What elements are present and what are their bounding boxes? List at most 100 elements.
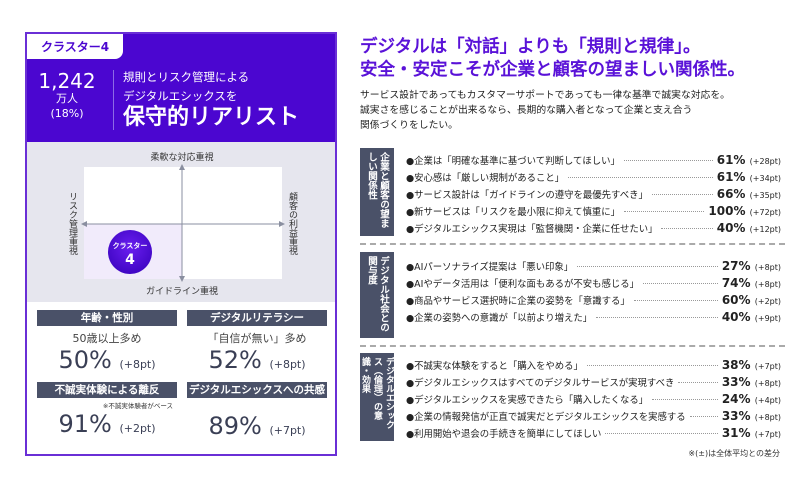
item-pct: 100% <box>708 204 746 218</box>
arrow-left-icon <box>81 221 87 227</box>
item-diff: (+9pt) <box>754 314 781 323</box>
cluster-card: クラスター4 1,242 万人 (18%) 規則とリスク管理による デジタルエシ… <box>25 32 337 456</box>
stat-diff: (+2pt) <box>119 422 156 435</box>
item-text: ●安心感は「厳しい規制があること」 <box>406 173 565 184</box>
dot-leader <box>623 211 705 212</box>
stat-number: 50% <box>58 346 112 374</box>
stat-age-gender: 年齢・性別 50歳以上多め 50% (+8pt) <box>37 310 177 379</box>
stats-grid: 年齢・性別 50歳以上多め 50% (+8pt) デジタルリテラシー 「自信が無… <box>27 302 335 454</box>
detail-panel: デジタルは「対話」よりも「規則と規律」。 安全・安定こそが企業と顧客の望ましい関… <box>360 36 790 133</box>
stat-value: 50% (+8pt) <box>37 346 177 379</box>
item-text: ●サービス設計は「ガイドラインの遵守を最優先すべき」 <box>406 190 648 201</box>
cluster-tag: クラスター4 <box>27 34 123 59</box>
item-text: ●企業の姿勢への意識が「以前より増えた」 <box>406 313 593 324</box>
cluster-title: 保守的リアリスト <box>123 105 300 130</box>
section-label: デジタル社会との関与度 <box>360 252 394 338</box>
item-text: ●企業は「明確な基準に基づいて判断してほしい」 <box>406 156 620 167</box>
item-text: ●デジタルエシックスを実感できたら「購入したくなる」 <box>406 395 649 406</box>
arrow-down-icon <box>179 276 185 282</box>
item-pct: 74% <box>721 276 751 290</box>
section-label: デジタルエシックス（倫理）の意識・効果 <box>360 353 394 441</box>
arrow-up-icon <box>179 164 185 170</box>
cluster-subtitle: 規則とリスク管理による デジタルエシックスを <box>123 68 249 106</box>
item-text: ●AIやデータ活用は「便利な面もあるが不安も感じる」 <box>406 279 639 290</box>
bubble-number: 4 <box>125 252 135 268</box>
dot-leader <box>577 266 718 267</box>
item-value: 74% (+8pt) <box>722 275 781 293</box>
item-text: ●デジタルエシックス実現は「監督機関・企業に任せたい」 <box>406 224 658 235</box>
list-item: ●新サービスは「リスクを最小限に抑えて慎重に」 100% (+72pt) <box>406 203 781 220</box>
item-value: 31% (+7pt) <box>722 425 781 443</box>
description: サービス設計であってもカスタマーサポートであっても一律な基準で誠実な対応を。 誠… <box>360 88 790 133</box>
dot-leader <box>605 433 718 434</box>
stat-heading: 不誠実体験による離反 <box>37 382 177 398</box>
item-diff: (+8pt) <box>754 413 781 422</box>
item-value: 40% (+9pt) <box>722 309 781 327</box>
description-line: サービス設計であってもカスタマーサポートであっても一律な基準で誠実な対応を。 <box>360 90 730 101</box>
item-pct: 33% <box>721 375 751 389</box>
stat-desc: 50歳以上多め <box>72 332 142 345</box>
arrow-right-icon <box>279 221 285 227</box>
axis-label-left: リスク管理重視 <box>67 192 78 256</box>
item-pct: 38% <box>721 358 751 372</box>
item-diff: (+8pt) <box>754 379 781 388</box>
item-value: 66% (+35pt) <box>717 186 781 204</box>
item-value: 33% (+8pt) <box>722 374 781 392</box>
stat-desc: 「自信が無い」多め <box>207 332 307 345</box>
headline-line: 安全・安定こそが企業と顧客の望ましい関係性。 <box>360 60 745 80</box>
item-list: ●企業は「明確な基準に基づいて判断してほしい」 61% (+28pt) ●安心感は… <box>406 152 781 237</box>
stat-number: 91% <box>58 410 112 438</box>
stat-diff: (+7pt) <box>269 424 306 437</box>
item-text: ●デジタルエシックスはすべてのデジタルサービスが実現すべき <box>406 378 675 389</box>
section-ethics: デジタルエシックス（倫理）の意識・効果 ●不誠実な体験をすると「購入をやめる」 3… <box>360 353 785 441</box>
dot-leader <box>623 160 713 161</box>
headline-line: デジタルは「対話」よりも「規則と規律」。 <box>360 37 701 57</box>
list-item: ●不誠実な体験をすると「購入をやめる」 38% (+7pt) <box>406 357 781 374</box>
dot-leader <box>678 382 718 383</box>
axis-label-right: 顧客の利益重視 <box>287 191 298 256</box>
item-value: 33% (+8pt) <box>722 408 781 426</box>
dot-leader <box>652 399 718 400</box>
positioning-map-svg: クラスター 4 柔軟な対応重視 ガイドライン重視 リスク管理重視 顧客の利益重視 <box>67 151 298 297</box>
list-item: ●デジタルエシックスを実感できたら「購入したくなる」 24% (+4pt) <box>406 391 781 408</box>
list-item: ●企業の情報発信が正直で誠実だとデジタルエシックスを実感する 33% (+8pt) <box>406 408 781 425</box>
stat-churn: 不誠実体験による離反 ※不誠実体験者がベース 91% (+2pt) <box>37 382 177 443</box>
stat-number: 89% <box>208 412 262 440</box>
section-engagement: デジタル社会との関与度 ●AIパーソナライズ提案は「悪い印象」 27% (+8pt… <box>360 252 785 338</box>
item-value: 40% (+12pt) <box>717 220 781 238</box>
item-value: 60% (+2pt) <box>722 292 781 310</box>
list-item: ●デジタルエシックスはすべてのデジタルサービスが実現すべき 33% (+8pt) <box>406 374 781 391</box>
stat-heading: 年齢・性別 <box>37 310 177 326</box>
item-pct: 60% <box>721 293 751 307</box>
list-item: ●AIやデータ活用は「便利な面もあるが不安も感じる」 74% (+8pt) <box>406 275 781 292</box>
description-line: 関係づくりをしたい。 <box>360 120 458 131</box>
subtitle-line: 規則とリスク管理による <box>123 70 250 84</box>
stat-diff: (+8pt) <box>269 358 306 371</box>
description-line: 誠実さを感じることが出来るなら、長期的な購入者となって企業と支え合う <box>360 105 693 116</box>
divider <box>113 70 114 130</box>
stat-heading: デジタルエシックスへの共感 <box>187 382 327 398</box>
list-item: ●AIパーソナライズ提案は「悪い印象」 27% (+8pt) <box>406 258 781 275</box>
item-diff: (+7pt) <box>754 430 781 439</box>
population: 1,242 万人 (18%) <box>33 70 101 122</box>
dot-leader <box>568 177 713 178</box>
item-pct: 31% <box>721 426 751 440</box>
stat-value: 91% (+2pt) <box>37 410 177 443</box>
item-text: ●AIパーソナライズ提案は「悪い印象」 <box>406 262 574 273</box>
positioning-map: クラスター 4 柔軟な対応重視 ガイドライン重視 リスク管理重視 顧客の利益重視 <box>27 142 335 302</box>
subtitle-line: デジタルエシックスを <box>123 89 238 103</box>
list-item: ●企業の姿勢への意識が「以前より増えた」 40% (+9pt) <box>406 309 781 326</box>
population-unit: 万人 <box>56 92 78 105</box>
item-diff: (+2pt) <box>754 297 781 306</box>
item-diff: (+8pt) <box>754 280 781 289</box>
item-pct: 27% <box>721 259 751 273</box>
item-value: 27% (+8pt) <box>722 258 781 276</box>
item-diff: (+35pt) <box>749 191 781 200</box>
axis-label-bottom: ガイドライン重視 <box>146 285 218 297</box>
bubble-label: クラスター <box>113 241 148 250</box>
item-pct: 66% <box>716 187 746 201</box>
dot-leader <box>661 228 713 229</box>
stat-note: ※不誠実体験者がベース <box>102 402 173 410</box>
list-item: ●企業は「明確な基準に基づいて判断してほしい」 61% (+28pt) <box>406 152 781 169</box>
stat-ethics-empathy: デジタルエシックスへの共感 89% (+7pt) <box>187 382 327 445</box>
